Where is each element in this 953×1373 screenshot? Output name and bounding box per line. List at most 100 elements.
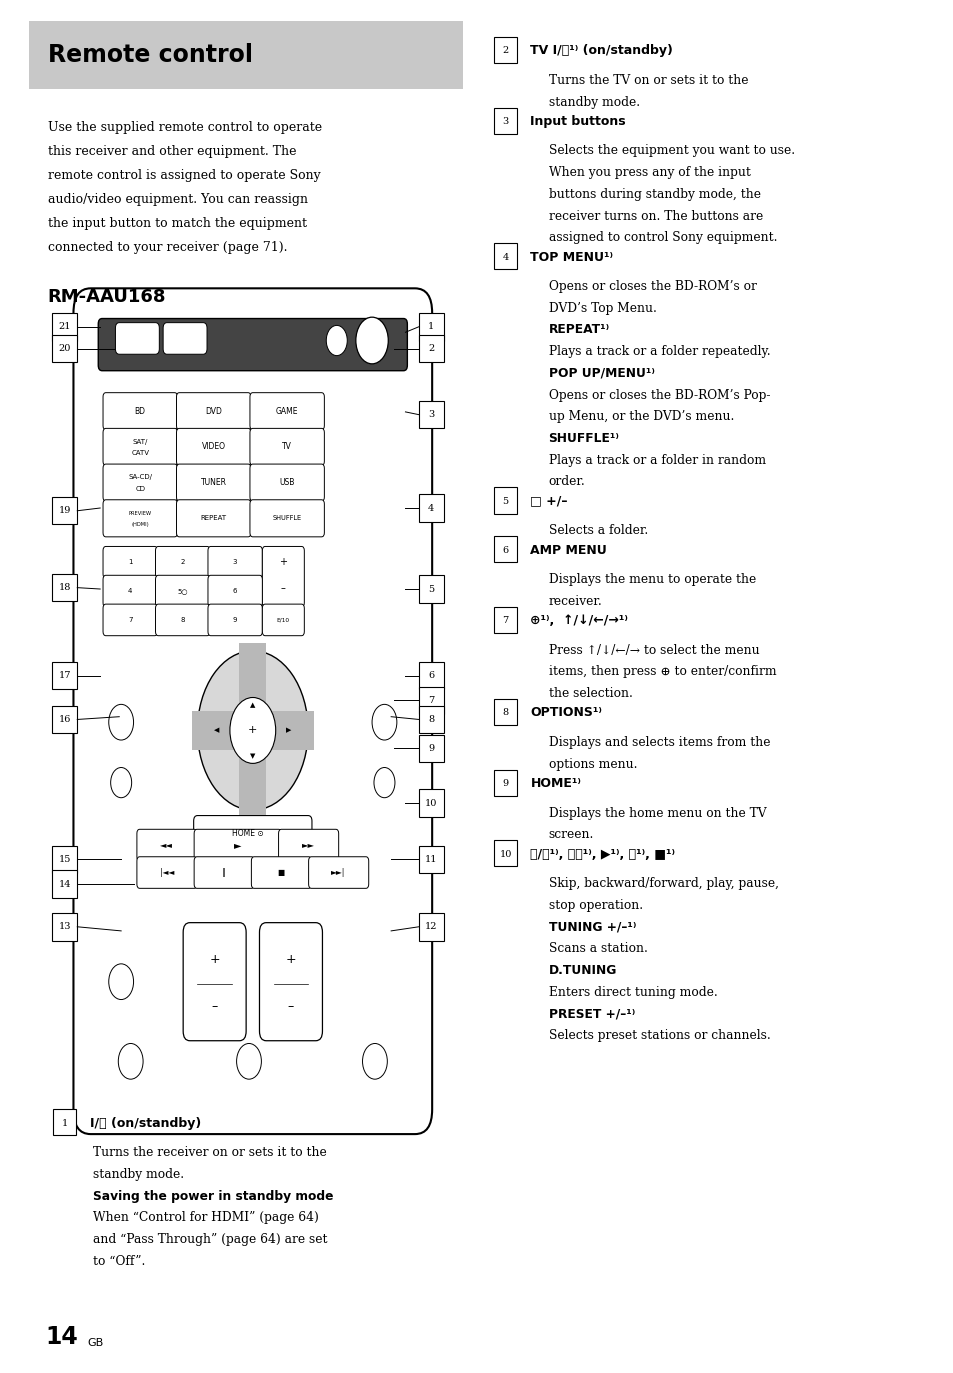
Text: TUNING +/–¹⁾: TUNING +/–¹⁾ [548, 920, 636, 934]
Text: ►►|: ►►| [331, 868, 346, 877]
Text: 10: 10 [425, 799, 436, 807]
Text: ◄◄: ◄◄ [160, 840, 173, 850]
Text: 16: 16 [59, 715, 71, 724]
FancyBboxPatch shape [52, 313, 77, 341]
Text: 3: 3 [502, 117, 508, 126]
Text: 5: 5 [502, 497, 508, 505]
Text: PRESET +/–¹⁾: PRESET +/–¹⁾ [548, 1008, 634, 1020]
Text: 2: 2 [502, 47, 508, 55]
FancyBboxPatch shape [418, 789, 443, 817]
Text: 19: 19 [59, 507, 71, 515]
Text: 14: 14 [46, 1325, 78, 1350]
Bar [192, 711, 314, 750]
FancyBboxPatch shape [250, 393, 324, 430]
FancyBboxPatch shape [494, 107, 517, 133]
Text: standby mode.: standby mode. [548, 96, 639, 108]
Circle shape [118, 1043, 143, 1079]
Text: Opens or closes the BD-ROM’s or: Opens or closes the BD-ROM’s or [548, 280, 756, 292]
Text: options menu.: options menu. [548, 758, 637, 770]
Text: CATV: CATV [132, 450, 149, 456]
Text: screen.: screen. [548, 828, 594, 842]
FancyBboxPatch shape [494, 840, 517, 866]
Text: 7: 7 [502, 616, 508, 625]
Text: ‖: ‖ [222, 868, 226, 877]
Circle shape [355, 317, 388, 364]
Text: 17: 17 [58, 671, 71, 680]
FancyBboxPatch shape [494, 487, 517, 514]
Text: the input button to match the equipment: the input button to match the equipment [48, 217, 306, 229]
Text: 3: 3 [233, 559, 237, 566]
FancyBboxPatch shape [418, 706, 443, 733]
Text: 10: 10 [499, 850, 511, 858]
FancyBboxPatch shape [250, 464, 324, 501]
Text: +: + [279, 557, 287, 567]
Text: Press ↑/↓/←/→ to select the menu: Press ↑/↓/←/→ to select the menu [548, 644, 759, 656]
Bar [239, 643, 266, 818]
Text: 3: 3 [428, 411, 434, 419]
Text: 9: 9 [502, 778, 508, 788]
Text: 1: 1 [428, 323, 434, 331]
Text: HOME ⊙: HOME ⊙ [232, 829, 264, 838]
Text: TV I/⏻¹⁾ (on/standby): TV I/⏻¹⁾ (on/standby) [530, 44, 673, 58]
FancyBboxPatch shape [73, 288, 432, 1134]
FancyBboxPatch shape [183, 923, 246, 1041]
FancyBboxPatch shape [208, 604, 262, 636]
FancyBboxPatch shape [262, 546, 304, 607]
Text: 9: 9 [233, 616, 237, 623]
Circle shape [374, 768, 395, 798]
Text: ▶: ▶ [286, 728, 292, 733]
Circle shape [326, 325, 347, 356]
FancyBboxPatch shape [103, 428, 177, 465]
Text: GAME: GAME [275, 406, 298, 416]
Text: 6: 6 [502, 545, 508, 555]
Text: the selection.: the selection. [548, 686, 632, 700]
Text: D.TUNING: D.TUNING [548, 964, 617, 976]
Text: 5○: 5○ [177, 588, 188, 595]
Text: ⏮/⏭¹⁾, ⏪⏩¹⁾, ▶¹⁾, ⏸¹⁾, ■¹⁾: ⏮/⏭¹⁾, ⏪⏩¹⁾, ▶¹⁾, ⏸¹⁾, ■¹⁾ [530, 847, 675, 861]
FancyBboxPatch shape [208, 546, 262, 578]
FancyBboxPatch shape [98, 319, 407, 371]
FancyBboxPatch shape [193, 857, 253, 888]
Text: 7: 7 [428, 696, 434, 704]
Text: 7: 7 [128, 616, 132, 623]
FancyBboxPatch shape [52, 497, 77, 524]
FancyBboxPatch shape [176, 428, 251, 465]
Circle shape [109, 964, 133, 1000]
FancyBboxPatch shape [494, 243, 517, 269]
Text: ⊕¹⁾,  ↑/↓/←/→¹⁾: ⊕¹⁾, ↑/↓/←/→¹⁾ [530, 614, 628, 627]
FancyBboxPatch shape [494, 699, 517, 725]
Text: |◄◄: |◄◄ [159, 868, 174, 877]
FancyBboxPatch shape [208, 575, 262, 607]
FancyBboxPatch shape [52, 574, 77, 601]
Text: 13: 13 [58, 923, 71, 931]
Text: items, then press ⊕ to enter/confirm: items, then press ⊕ to enter/confirm [548, 666, 776, 678]
Circle shape [372, 704, 396, 740]
Text: 4: 4 [128, 588, 132, 595]
Text: 18: 18 [59, 584, 71, 592]
Text: E/10: E/10 [276, 618, 290, 622]
Text: 8: 8 [180, 616, 185, 623]
Text: 5: 5 [428, 585, 434, 593]
FancyBboxPatch shape [250, 428, 324, 465]
FancyBboxPatch shape [103, 393, 177, 430]
FancyBboxPatch shape [418, 913, 443, 941]
Circle shape [236, 1043, 261, 1079]
Text: When “Control for HDMI” (page 64): When “Control for HDMI” (page 64) [93, 1211, 319, 1225]
Text: VIDEO: VIDEO [201, 442, 226, 452]
FancyBboxPatch shape [418, 686, 443, 714]
FancyBboxPatch shape [103, 546, 157, 578]
Text: USB: USB [279, 478, 294, 487]
Text: 2: 2 [180, 559, 185, 566]
Text: REPEAT: REPEAT [200, 515, 227, 522]
Text: connected to your receiver (page 71).: connected to your receiver (page 71). [48, 240, 287, 254]
Text: ◀: ◀ [213, 728, 219, 733]
FancyBboxPatch shape [262, 604, 304, 636]
FancyBboxPatch shape [418, 735, 443, 762]
Text: ▼: ▼ [250, 752, 255, 759]
Text: buttons during standby mode, the: buttons during standby mode, the [548, 188, 760, 200]
Text: SHUFFLE: SHUFFLE [273, 515, 301, 522]
Text: 4: 4 [428, 504, 434, 512]
Text: standby mode.: standby mode. [93, 1168, 185, 1181]
Text: Selects a folder.: Selects a folder. [548, 524, 647, 537]
FancyBboxPatch shape [252, 857, 311, 888]
